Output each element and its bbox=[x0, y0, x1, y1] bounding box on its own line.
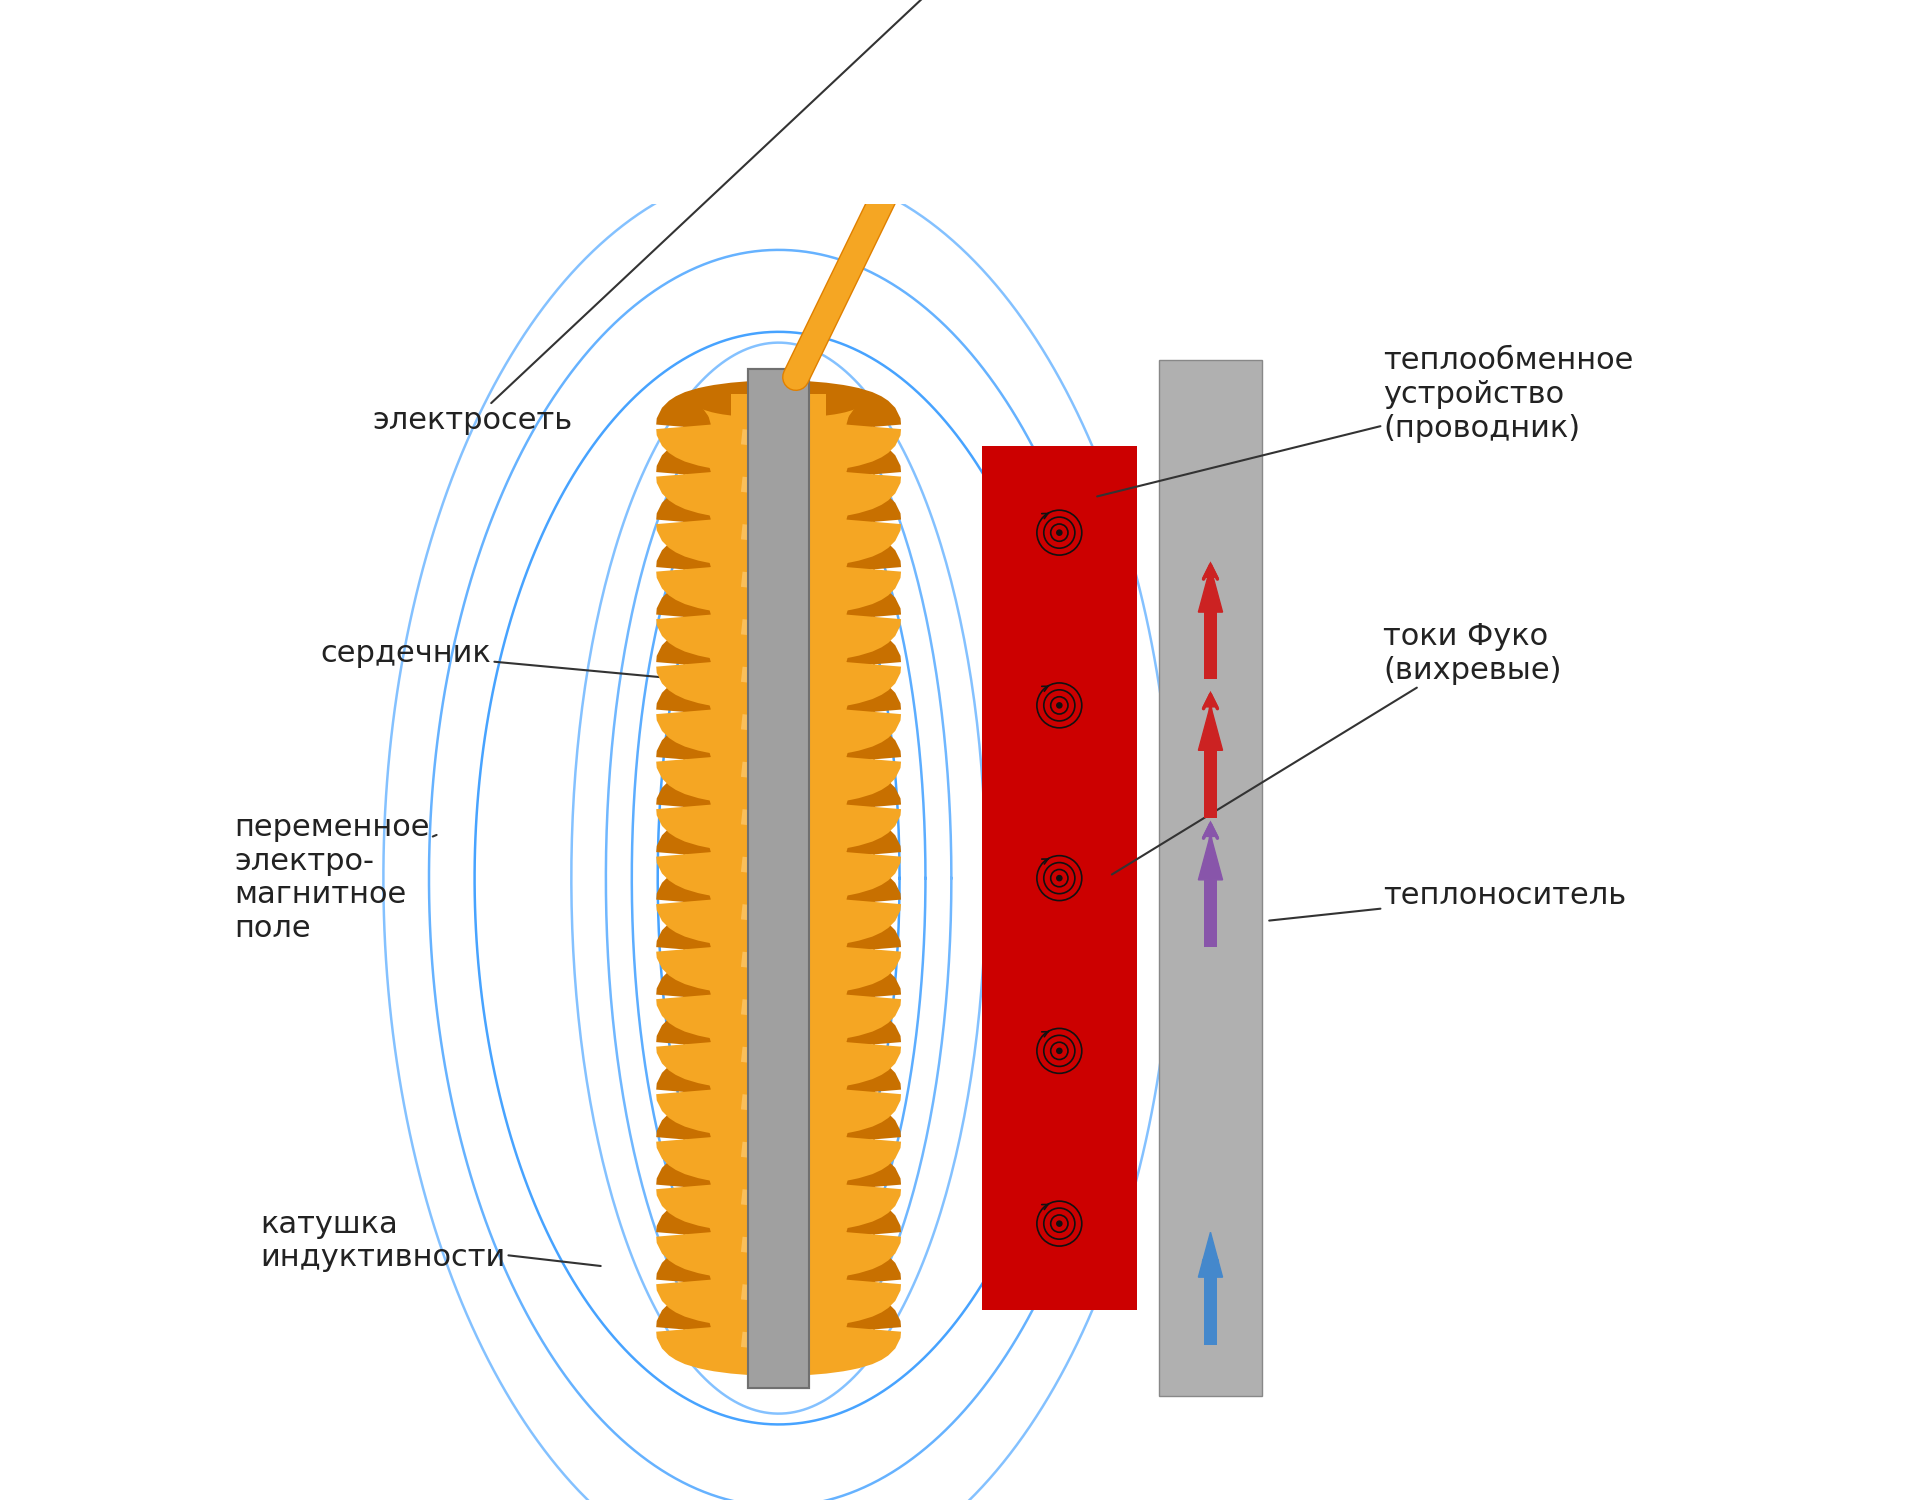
FancyBboxPatch shape bbox=[981, 447, 1137, 1310]
Polygon shape bbox=[1198, 705, 1223, 750]
Polygon shape bbox=[1198, 567, 1223, 612]
Text: теплообменное
устройство
(проводник): теплообменное устройство (проводник) bbox=[1096, 346, 1634, 496]
FancyBboxPatch shape bbox=[749, 369, 808, 1388]
Circle shape bbox=[1056, 876, 1062, 880]
FancyBboxPatch shape bbox=[1204, 880, 1217, 946]
Text: электросеть: электросеть bbox=[372, 0, 947, 435]
FancyBboxPatch shape bbox=[1204, 750, 1217, 818]
FancyBboxPatch shape bbox=[1204, 612, 1217, 680]
Circle shape bbox=[1056, 1221, 1062, 1226]
Text: токи Фуко
(вихревые): токи Фуко (вихревые) bbox=[1112, 622, 1561, 874]
Circle shape bbox=[1056, 1048, 1062, 1053]
Polygon shape bbox=[1198, 1232, 1223, 1276]
FancyBboxPatch shape bbox=[1204, 1276, 1217, 1344]
Text: сердечник: сердечник bbox=[321, 639, 772, 687]
FancyBboxPatch shape bbox=[1158, 360, 1261, 1396]
Circle shape bbox=[1056, 704, 1062, 708]
Circle shape bbox=[1056, 530, 1062, 536]
Text: катушка
индуктивности: катушка индуктивности bbox=[261, 1209, 601, 1272]
FancyBboxPatch shape bbox=[732, 394, 826, 1362]
Polygon shape bbox=[1198, 836, 1223, 880]
Text: переменное
электро-
магнитное
поле: переменное электро- магнитное поле bbox=[234, 813, 436, 944]
Text: теплоноситель: теплоноситель bbox=[1269, 880, 1626, 921]
FancyBboxPatch shape bbox=[749, 369, 808, 1388]
